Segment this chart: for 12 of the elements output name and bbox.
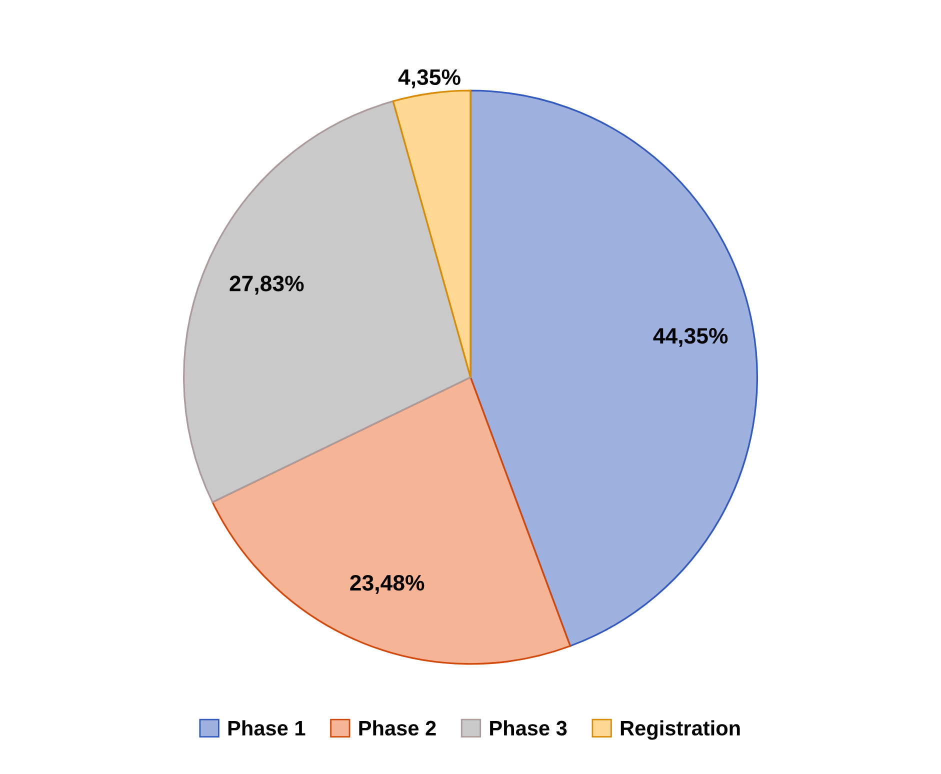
legend-label: Registration: [620, 720, 740, 740]
pie-slice: [392, 90, 472, 378]
pie-slice: [470, 90, 758, 647]
data-label: 23,48%: [350, 574, 424, 594]
data-label: 4,35%: [398, 69, 460, 88]
pie-slice: [212, 376, 572, 665]
pie-slice: [183, 100, 472, 504]
data-label: 44,35%: [653, 328, 728, 347]
legend-label: Phase 3: [490, 720, 567, 736]
data-label: 27,83%: [230, 276, 304, 295]
legend-label: Phase 2: [359, 720, 436, 736]
legend-label: Phase 1: [228, 720, 306, 736]
